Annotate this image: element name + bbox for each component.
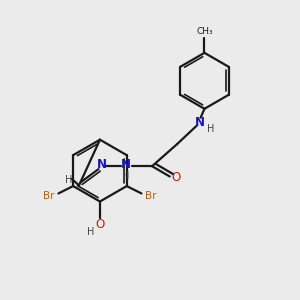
Text: CH₃: CH₃ (196, 27, 213, 36)
Text: O: O (95, 218, 105, 231)
Text: Br: Br (145, 191, 157, 201)
Text: H: H (122, 171, 129, 181)
Text: H: H (65, 175, 72, 185)
Text: H: H (87, 227, 94, 237)
Text: N: N (195, 116, 205, 128)
Text: Br: Br (43, 191, 55, 201)
Text: N: N (96, 158, 106, 171)
Text: O: O (172, 172, 181, 184)
Text: N: N (121, 158, 130, 171)
Text: H: H (207, 124, 214, 134)
